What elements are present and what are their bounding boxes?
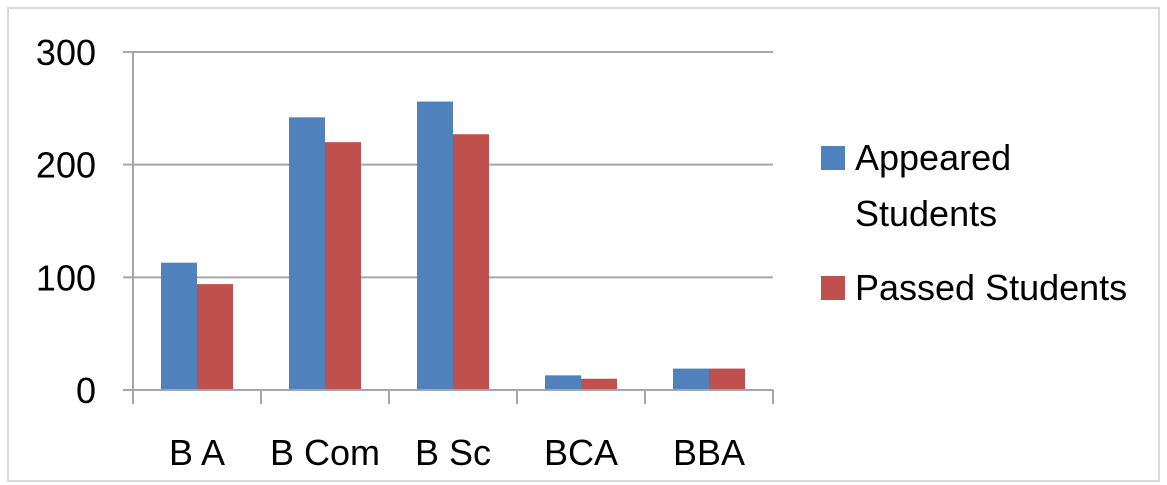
bar-appeared-2 (417, 101, 453, 390)
bar-appeared-3 (545, 375, 581, 390)
legend-swatch-passed (821, 276, 845, 300)
bar-passed-1 (325, 142, 361, 390)
legend-label-passed: Passed Students (855, 267, 1127, 308)
x-category-label: BCA (544, 432, 618, 473)
x-category-label: B Com (270, 432, 380, 473)
x-category-label: BBA (673, 432, 745, 473)
bar-appeared-1 (289, 117, 325, 390)
bar-appeared-0 (161, 262, 197, 390)
bar-passed-0 (197, 284, 233, 390)
legend: Appeared Students Passed Students (821, 137, 1127, 308)
bar-passed-2 (453, 134, 489, 390)
legend-label-appeared: Appeared (855, 137, 1011, 178)
y-tick-labels: 0 100 200 300 (36, 32, 96, 411)
bars (161, 101, 745, 390)
bar-passed-4 (709, 368, 745, 390)
x-category-label: B A (169, 432, 225, 473)
x-category-labels: B A B Com B Sc BCA BBA (169, 432, 745, 473)
y-tick-label: 0 (76, 370, 96, 411)
bar-appeared-4 (673, 368, 709, 390)
chart-border (7, 7, 1160, 482)
legend-label-appeared: Students (855, 193, 997, 234)
bar-passed-3 (581, 378, 617, 390)
legend-swatch-appeared (821, 146, 845, 170)
axes (123, 52, 774, 404)
y-tick-label: 200 (36, 145, 96, 186)
y-tick-label: 300 (36, 32, 96, 73)
x-category-label: B Sc (415, 432, 491, 473)
y-tick-label: 100 (36, 257, 96, 298)
